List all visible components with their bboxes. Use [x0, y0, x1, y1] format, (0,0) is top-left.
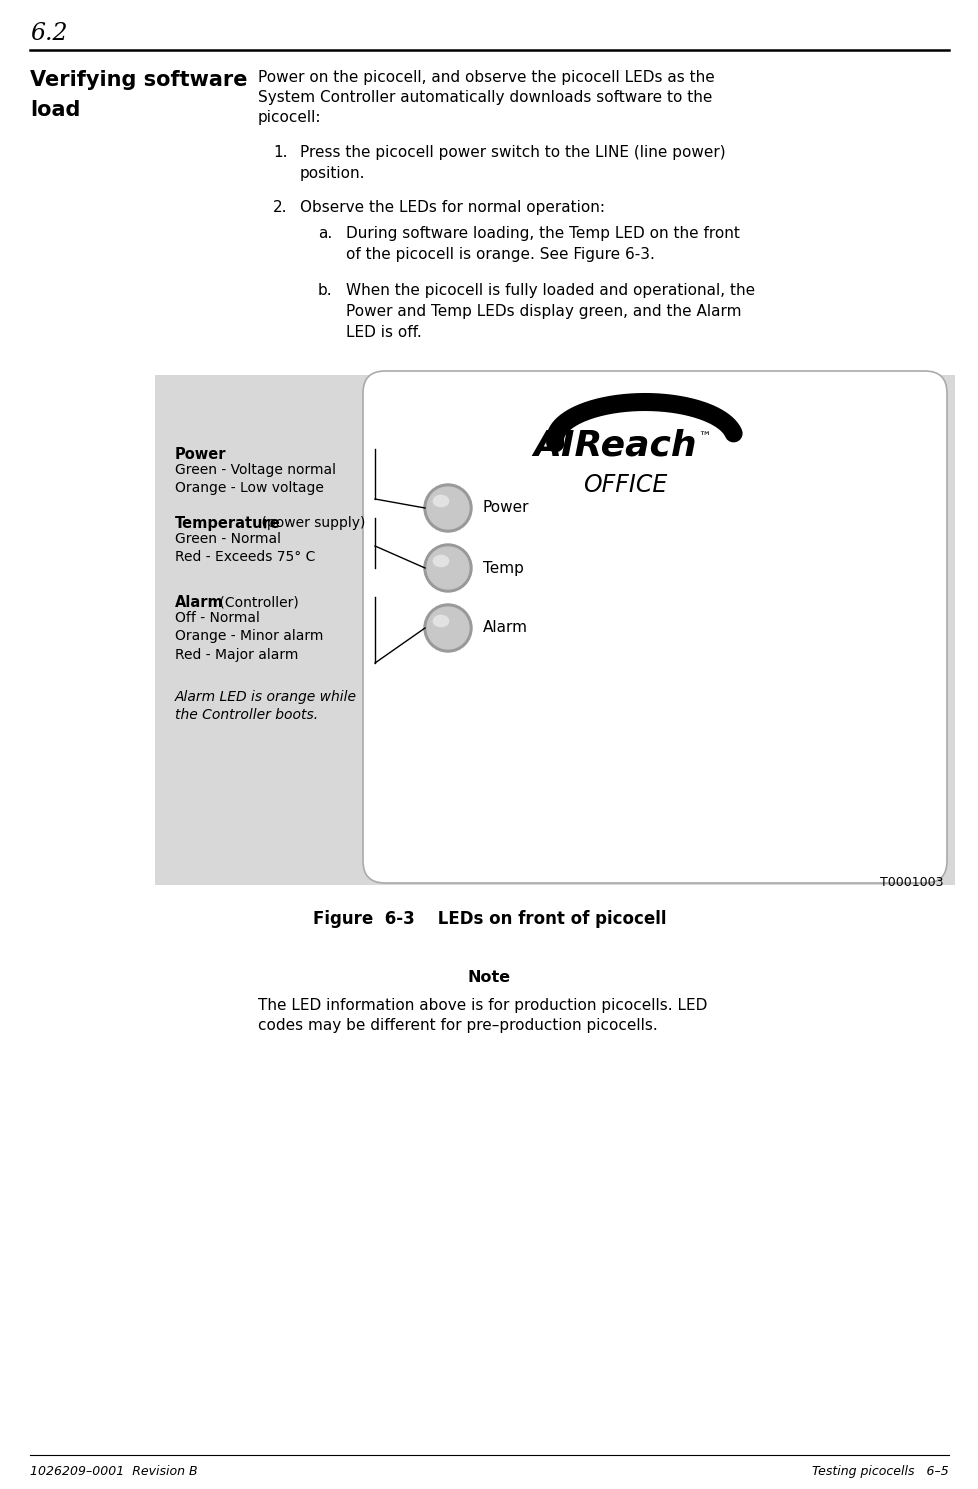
Text: (Controller): (Controller): [215, 596, 298, 609]
Text: Power: Power: [482, 500, 529, 515]
Text: Temp: Temp: [482, 560, 523, 576]
Text: Figure  6-3    LEDs on front of picocell: Figure 6-3 LEDs on front of picocell: [312, 910, 666, 928]
Text: System Controller automatically downloads software to the: System Controller automatically download…: [258, 89, 712, 106]
Text: Alarm: Alarm: [175, 596, 224, 610]
Text: Note: Note: [467, 969, 511, 986]
Ellipse shape: [432, 615, 449, 627]
Text: Green - Normal
Red - Exceeds 75° C: Green - Normal Red - Exceeds 75° C: [175, 532, 315, 564]
Text: 1026209–0001  Revision B: 1026209–0001 Revision B: [30, 1465, 198, 1479]
Ellipse shape: [432, 555, 449, 567]
FancyBboxPatch shape: [363, 371, 946, 883]
Text: Power on the picocell, and observe the picocell LEDs as the: Power on the picocell, and observe the p…: [258, 70, 714, 85]
Text: Power: Power: [175, 447, 226, 462]
Circle shape: [426, 608, 468, 649]
Text: When the picocell is fully loaded and operational, the
Power and Temp LEDs displ: When the picocell is fully loaded and op…: [345, 283, 754, 339]
Text: Observe the LEDs for normal operation:: Observe the LEDs for normal operation:: [299, 200, 604, 214]
Text: OFFICE: OFFICE: [582, 474, 666, 497]
Text: 1.: 1.: [273, 144, 288, 159]
Ellipse shape: [432, 494, 449, 508]
Text: Testing picocells   6–5: Testing picocells 6–5: [812, 1465, 948, 1479]
Text: Press the picocell power switch to the LINE (line power)
position.: Press the picocell power switch to the L…: [299, 144, 725, 182]
Circle shape: [423, 543, 471, 593]
Bar: [155, 375, 954, 884]
Text: picocell:: picocell:: [258, 110, 321, 125]
Text: b.: b.: [318, 283, 333, 298]
Text: 2.: 2.: [273, 200, 288, 214]
Circle shape: [426, 546, 468, 590]
Text: The LED information above is for production picocells. LED
codes may be differen: The LED information above is for product…: [258, 998, 707, 1033]
Text: Verifying software: Verifying software: [30, 70, 247, 89]
Text: Off - Normal
Orange - Minor alarm
Red - Major alarm: Off - Normal Orange - Minor alarm Red - …: [175, 610, 323, 661]
Text: (power supply): (power supply): [257, 517, 365, 530]
Text: T0001003: T0001003: [879, 876, 943, 889]
Text: ™: ™: [697, 430, 710, 444]
Text: AIReach: AIReach: [533, 427, 696, 462]
Text: Green - Voltage normal
Orange - Low voltage: Green - Voltage normal Orange - Low volt…: [175, 463, 335, 496]
Circle shape: [423, 484, 471, 532]
Text: 6.2: 6.2: [30, 22, 67, 45]
Text: a.: a.: [318, 226, 332, 241]
Text: Temperature: Temperature: [175, 517, 281, 532]
Text: load: load: [30, 100, 80, 121]
Text: Alarm LED is orange while
the Controller boots.: Alarm LED is orange while the Controller…: [175, 689, 357, 722]
Circle shape: [423, 605, 471, 652]
Text: Alarm: Alarm: [482, 621, 527, 636]
Text: During software loading, the Temp LED on the front
of the picocell is orange. Se: During software loading, the Temp LED on…: [345, 226, 739, 262]
Circle shape: [426, 487, 468, 529]
